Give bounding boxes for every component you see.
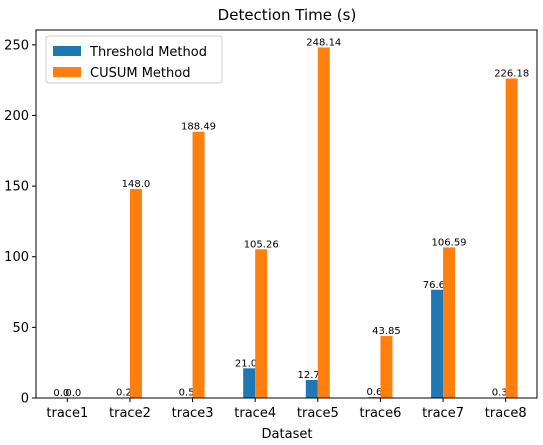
data-label-threshold-trace2: 0.2 [116,388,132,399]
y-tick-label-150: 150 [4,180,29,195]
legend: Threshold Method CUSUM Method [45,35,223,84]
data-label-cusum-trace4: 105.26 [244,239,279,250]
data-label-cusum-trace5: 248.14 [306,37,341,48]
legend-label-cusum: CUSUM Method [90,66,190,81]
data-label-cusum-trace7: 106.59 [432,237,467,248]
x-tick-label-trace6: trace6 [360,406,402,421]
data-label-cusum-trace1: 0.0 [65,388,81,399]
bar-cusum-trace3 [192,131,205,399]
bar-cusum-trace5 [317,47,330,399]
y-tick-label-0: 0 [21,392,29,407]
x-tick-label-trace7: trace7 [422,406,464,421]
bar-cusum-trace7 [443,247,456,398]
bar-threshold-trace5 [305,380,318,398]
y-tick-label-50: 50 [12,321,29,336]
data-label-threshold-trace8: 0.3 [492,388,508,399]
y-tick-label-100: 100 [4,250,29,265]
data-label-cusum-trace3: 188.49 [181,122,216,133]
x-tick-label-trace8: trace8 [485,406,527,421]
data-label-threshold-trace7: 76.62 [423,280,452,291]
legend-swatch-threshold [53,46,81,56]
data-label-threshold-trace4: 21.01 [235,358,264,369]
x-tick-label-trace2: trace2 [109,406,151,421]
x-tick-label-trace4: trace4 [234,406,276,421]
data-label-cusum-trace8: 226.18 [494,68,529,79]
bar-cusum-trace6 [380,336,393,398]
legend-label-threshold: Threshold Method [89,45,207,60]
plot-frame [35,29,538,399]
plot-area: 0.0 0.2 0.5 21.01 12.74 0.6 76.62 0.3 0.0 148.0 18… [4,29,538,421]
data-label-cusum-trace6: 43.85 [372,326,401,337]
data-label-threshold-trace3: 0.5 [179,387,195,398]
x-tick-label-trace1: trace1 [46,406,88,421]
bar-cusum-trace2 [129,188,142,398]
data-label-threshold-trace6: 0.6 [366,387,382,398]
x-tick-label-trace5: trace5 [297,406,339,421]
data-label-threshold-trace5: 12.74 [297,370,326,381]
y-tick-label-250: 250 [4,38,29,53]
x-tick-label-trace3: trace3 [172,406,214,421]
bar-threshold-trace7 [431,289,444,398]
bar-threshold-trace4 [243,368,256,398]
chart-title: Detection Time (s) [218,6,357,24]
data-label-cusum-trace2: 148.0 [122,179,151,190]
y-tick-label-200: 200 [4,109,29,124]
legend-box [45,35,223,84]
bar-cusum-trace4 [255,249,268,398]
x-axis-label: Dataset [262,427,313,442]
bar-cusum-trace8 [505,78,518,398]
data-label-threshold-trace1: 0.0 [53,388,69,399]
legend-swatch-cusum [53,67,81,77]
